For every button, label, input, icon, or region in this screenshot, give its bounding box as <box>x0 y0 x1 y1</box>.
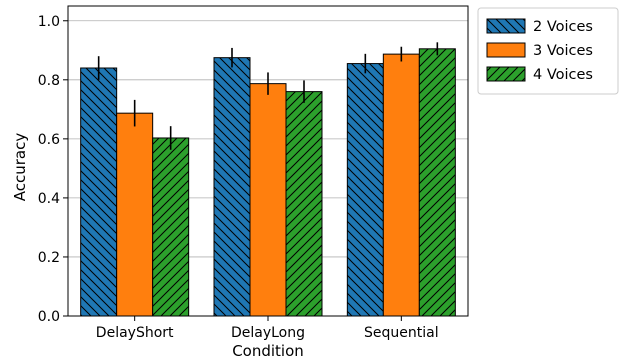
legend-swatch-border <box>486 66 526 82</box>
bar-hatch <box>286 91 322 316</box>
legend-swatch-border <box>486 18 526 34</box>
plot-frame <box>67 5 469 317</box>
y-tick-label: 0.4 <box>38 191 60 207</box>
bar-fill <box>116 113 153 317</box>
x-tick-label: DelayLong <box>231 325 305 341</box>
y-tick-label: 0.2 <box>38 250 60 266</box>
legend-swatch-hatch <box>487 19 525 33</box>
bars <box>80 48 456 317</box>
legend-label: 3 Voices <box>533 43 593 59</box>
y-tick-label: 1.0 <box>38 14 60 30</box>
legend-label: 2 Voices <box>533 19 593 35</box>
x-tick-label: Sequential <box>364 325 439 341</box>
legend-label: 4 Voices <box>533 67 593 83</box>
x-axis-label: Condition <box>232 342 304 360</box>
y-axis-label: Accuracy <box>11 133 29 202</box>
legend-swatch-border <box>486 42 526 58</box>
bar-hatch <box>80 68 117 316</box>
error-bars <box>97 42 439 150</box>
tick-labels: 0.0 0.2 0.4 0.6 0.8 1.0 DelayShort DelayLong Seq… <box>38 14 439 341</box>
legend-swatch-hatch <box>487 67 525 81</box>
y-tick-label: 0.0 <box>38 309 60 325</box>
bar-hatch <box>347 63 384 317</box>
bar-fill <box>383 54 420 316</box>
x-tick-label: DelayShort <box>96 325 174 341</box>
axes <box>63 5 469 321</box>
bar-hatch <box>419 48 456 317</box>
y-tick-label: 0.6 <box>38 132 60 148</box>
legend: 2 Voices 3 Voices 4 Voices <box>477 7 619 95</box>
y-tick-label: 0.8 <box>38 73 60 89</box>
legend-swatch <box>487 43 525 57</box>
bar-hatch <box>152 137 189 316</box>
bar-fill <box>250 83 286 317</box>
bar-hatch <box>214 57 250 317</box>
